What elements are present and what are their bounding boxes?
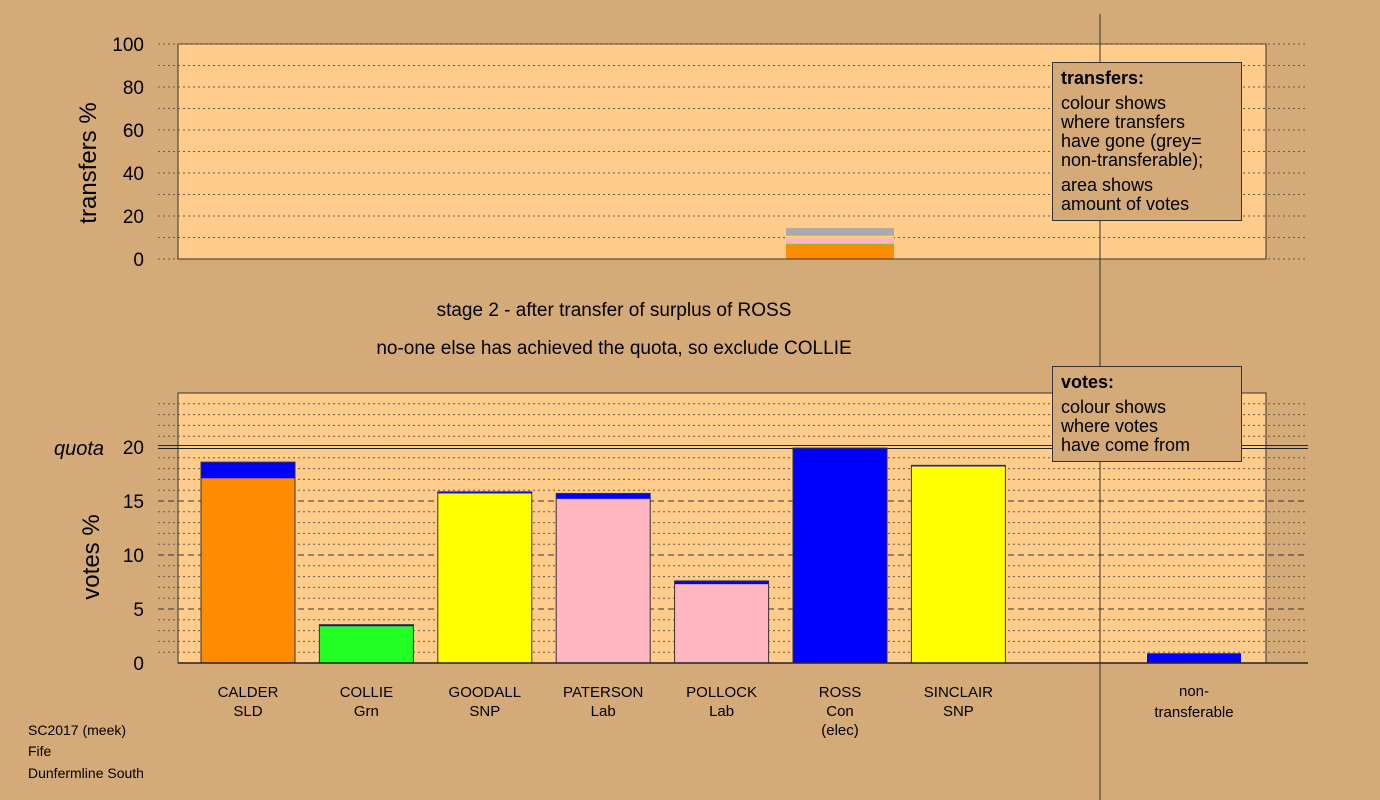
votes-y-axis-title: votes %	[78, 514, 105, 599]
transfers-y-tick-label: 20	[123, 207, 144, 228]
non-transferable-label: non-	[1179, 683, 1209, 700]
vote-bar-segment	[437, 491, 532, 494]
votes-y-tick-label: 20	[123, 438, 144, 459]
candidate-label: SNP	[469, 703, 500, 720]
votes-legend-text: colour shows where votes have come from	[1061, 397, 1191, 455]
transfer-bar-segment	[786, 244, 894, 259]
transfers-y-tick-label: 60	[123, 121, 144, 142]
candidate-label: SINCLAIR	[924, 684, 993, 701]
transfers-y-axis-title: transfers %	[75, 102, 102, 223]
vote-bar-segment	[674, 580, 769, 585]
candidate-label: Grn	[354, 703, 379, 720]
stage-subtitle: no-one else has achieved the quota, so e…	[376, 338, 852, 359]
candidate-label: Lab	[591, 703, 616, 720]
votes-y-tick-label: 0	[133, 654, 144, 675]
vote-bar-segment	[911, 466, 1006, 663]
transfer-bar-segment	[786, 243, 894, 245]
stage-title: stage 2 - after transfer of surplus of R…	[436, 300, 792, 321]
transfer-bar-segment	[786, 236, 894, 244]
candidate-label: SLD	[233, 703, 262, 720]
non-transferable-bar	[1147, 653, 1241, 663]
transfers-legend-text-2: area shows amount of votes	[1061, 175, 1190, 214]
transfers-y-tick-label: 0	[133, 250, 144, 271]
candidate-label: GOODALL	[449, 684, 522, 701]
candidate-label: ROSS	[819, 684, 862, 701]
votes-legend: votes: colour shows where votes have com…	[1052, 366, 1242, 462]
vote-bar-segment	[911, 465, 1006, 467]
transfer-bar-segment	[786, 235, 894, 237]
candidate-label: COLLIE	[340, 684, 393, 701]
vote-bar-segment	[319, 624, 414, 627]
votes-legend-title: votes:	[1061, 372, 1115, 392]
non-transferable-label: transferable	[1154, 704, 1233, 721]
candidate-label: Lab	[709, 703, 734, 720]
vote-bar-segment	[556, 498, 651, 663]
vote-bar-segment	[201, 478, 295, 663]
transfer-bar-segment	[786, 228, 894, 236]
votes-y-tick-label: 10	[123, 546, 144, 567]
vote-bar-segment	[793, 448, 887, 663]
candidate-label: PATERSON	[563, 684, 643, 701]
transfers-y-tick-label: 40	[123, 164, 144, 185]
footer-ward: Dunfermline South	[28, 765, 144, 781]
candidate-label: CALDER	[218, 684, 279, 701]
vote-bar-segment	[437, 493, 532, 663]
candidate-label: SNP	[943, 703, 974, 720]
vote-bar-segment	[319, 626, 414, 663]
transfers-legend: transfers: colour shows where transfers …	[1052, 62, 1242, 221]
transfers-legend-title: transfers:	[1061, 68, 1145, 88]
vote-bar-segment	[201, 462, 295, 479]
vote-bar-segment	[556, 493, 651, 499]
candidate-label: (elec)	[821, 722, 859, 739]
footer-election: SC2017 (meek)	[28, 722, 127, 738]
transfers-y-tick-label: 100	[112, 35, 144, 56]
transfers-y-tick-label: 80	[123, 78, 144, 99]
votes-y-tick-label: 15	[123, 492, 144, 513]
transfers-legend-text-1: colour shows where transfers have gone (…	[1061, 93, 1204, 170]
footer-council: Fife	[28, 743, 52, 759]
candidate-label: POLLOCK	[686, 684, 757, 701]
candidate-label: Con	[826, 703, 854, 720]
quota-label: quota	[54, 438, 104, 460]
votes-y-tick-label: 5	[133, 600, 144, 621]
vote-bar-segment	[674, 584, 769, 663]
